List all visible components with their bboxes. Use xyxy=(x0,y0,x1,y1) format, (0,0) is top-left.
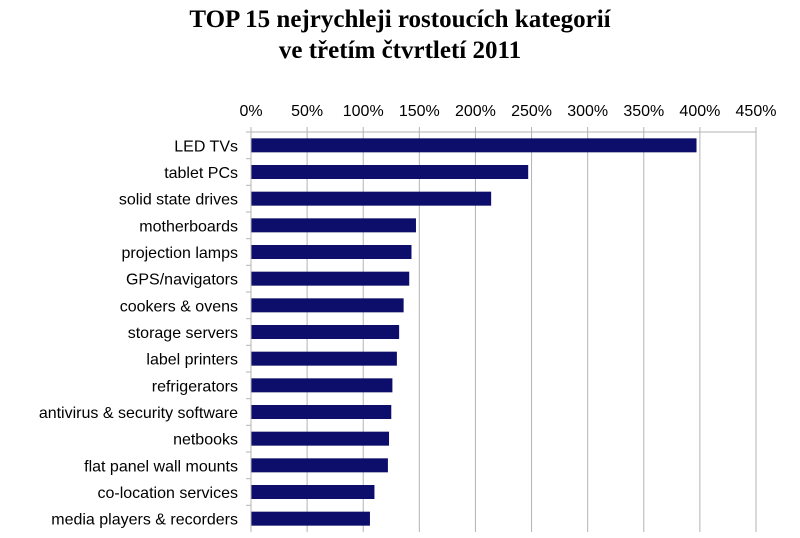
category-label: media players & recorders xyxy=(51,512,238,529)
bar xyxy=(251,351,397,366)
category-label: motherboards xyxy=(139,218,238,235)
chart-title-line1: TOP 15 nejrychleji rostoucích kategorií xyxy=(189,6,611,33)
bar xyxy=(251,511,370,526)
category-label: antivirus & security software xyxy=(39,405,238,422)
x-tick-label: 200% xyxy=(455,103,496,120)
x-tick-label: 150% xyxy=(399,103,440,120)
bar xyxy=(251,458,388,473)
x-tick-label: 50% xyxy=(291,103,323,120)
bar xyxy=(251,165,529,179)
x-tick-labels: 0% 50% 100% 150% 200% 250% 300% 350% 400% 450% xyxy=(239,103,776,120)
category-label: netbooks xyxy=(173,432,238,449)
x-tick-label: 250% xyxy=(511,103,552,120)
category-label: projection lamps xyxy=(122,245,239,262)
category-label: cookers & ovens xyxy=(120,298,238,315)
category-label: solid state drives xyxy=(119,192,238,209)
category-label: refrigerators xyxy=(152,378,238,395)
bar xyxy=(251,298,404,313)
bar xyxy=(251,138,697,153)
bar xyxy=(251,405,392,419)
chart-title: TOP 15 nejrychleji rostoucích kategorií … xyxy=(0,4,800,66)
bar xyxy=(251,325,400,339)
bars xyxy=(251,138,697,526)
bar xyxy=(251,218,416,233)
category-label: label printers xyxy=(146,352,238,369)
x-tick-label: 450% xyxy=(736,103,777,120)
x-tick-label: 400% xyxy=(679,103,720,120)
x-tick-label: 0% xyxy=(239,103,262,120)
bar xyxy=(251,245,412,259)
category-label: LED TVs xyxy=(174,138,238,155)
category-label: co-location services xyxy=(98,485,239,502)
bar xyxy=(251,191,492,206)
bar xyxy=(251,485,375,499)
bar xyxy=(251,431,390,446)
x-tick-label: 100% xyxy=(343,103,384,120)
axes xyxy=(246,131,756,532)
category-label: storage servers xyxy=(128,325,238,342)
x-tick-label: 300% xyxy=(567,103,608,120)
bar xyxy=(251,378,393,393)
x-tick-label: 350% xyxy=(623,103,664,120)
category-label: tablet PCs xyxy=(164,165,238,182)
category-label: GPS/navigators xyxy=(126,272,238,289)
chart-title-line2: ve třetím čtvrtletí 2011 xyxy=(278,37,522,64)
category-label: flat panel wall mounts xyxy=(84,458,238,475)
category-labels: LED TVs tablet PCs solid state drives mothe… xyxy=(39,138,238,528)
bar xyxy=(251,271,410,286)
